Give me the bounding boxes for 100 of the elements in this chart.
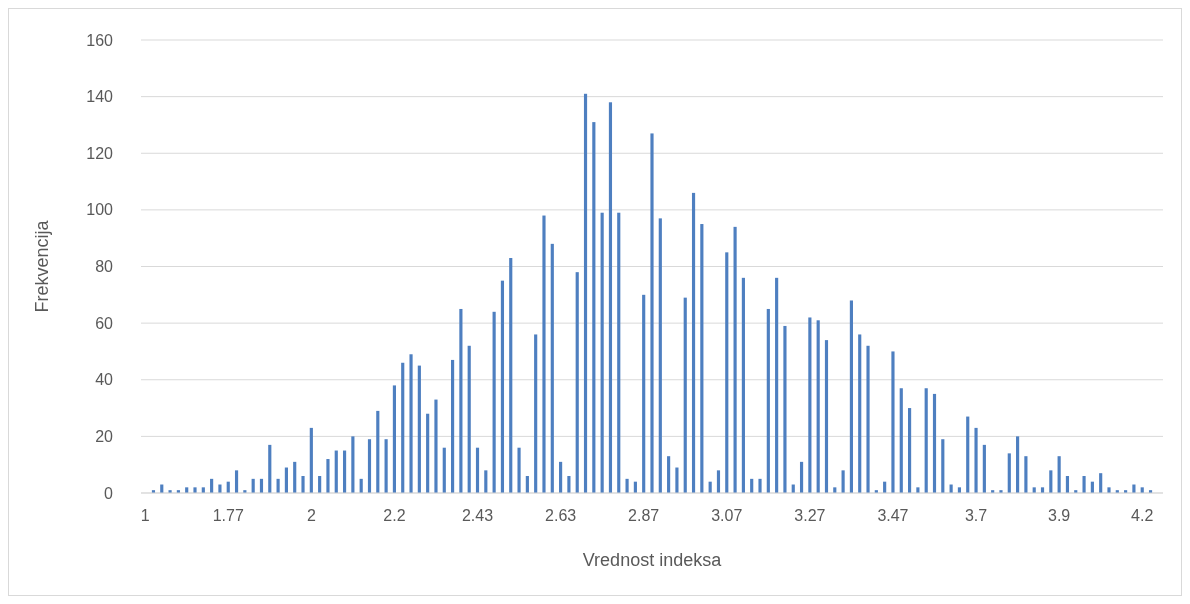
x-tick-label: 3.9 bbox=[1048, 507, 1071, 524]
bar bbox=[824, 340, 829, 493]
bar bbox=[733, 226, 737, 493]
bar bbox=[799, 461, 804, 493]
bar bbox=[617, 212, 621, 493]
bar bbox=[625, 478, 629, 493]
bar bbox=[891, 351, 895, 493]
bar bbox=[559, 461, 563, 493]
bar bbox=[1082, 476, 1086, 493]
bar bbox=[426, 413, 430, 493]
bar bbox=[758, 478, 762, 493]
bar bbox=[941, 439, 945, 493]
bar bbox=[608, 102, 613, 493]
bar bbox=[334, 450, 338, 493]
bar bbox=[766, 308, 770, 493]
bar bbox=[475, 447, 480, 493]
bar bbox=[509, 258, 513, 493]
bar bbox=[409, 354, 413, 493]
x-tick-label: 1 bbox=[140, 507, 150, 524]
y-tick-label: 0 bbox=[104, 484, 114, 502]
bar bbox=[700, 224, 704, 493]
bar bbox=[218, 484, 222, 493]
bar bbox=[808, 317, 812, 493]
bar bbox=[600, 212, 604, 493]
bar bbox=[193, 487, 197, 493]
bar bbox=[1049, 470, 1053, 493]
y-tick-label: 40 bbox=[95, 371, 114, 389]
bar bbox=[899, 388, 903, 493]
x-tick-label: 3.27 bbox=[794, 507, 826, 524]
y-tick-label: 140 bbox=[86, 88, 114, 106]
bar bbox=[966, 416, 970, 493]
bar bbox=[384, 439, 388, 493]
bar bbox=[816, 320, 820, 493]
bar bbox=[592, 122, 596, 493]
x-tick-label: 2.87 bbox=[628, 507, 660, 524]
bar bbox=[858, 334, 862, 493]
bar bbox=[974, 427, 978, 493]
bar bbox=[725, 252, 729, 493]
y-tick-label: 80 bbox=[95, 258, 114, 276]
bar bbox=[417, 365, 421, 493]
x-axis-title: Vrednost indeksa bbox=[582, 550, 723, 570]
x-tick-label: 2 bbox=[306, 507, 316, 524]
y-tick-label: 60 bbox=[95, 314, 114, 332]
x-tick-label: 3.47 bbox=[877, 507, 909, 524]
x-tick-label: 2.43 bbox=[461, 507, 494, 524]
x-tick-label: 2.2 bbox=[383, 507, 406, 524]
bar bbox=[982, 444, 986, 493]
bar bbox=[451, 359, 455, 493]
bar bbox=[849, 300, 853, 493]
x-tick-label: 1.77 bbox=[212, 507, 244, 524]
bar bbox=[1007, 453, 1011, 493]
x-tick-label: 3.07 bbox=[711, 507, 743, 524]
bar bbox=[691, 192, 696, 493]
bar bbox=[542, 215, 546, 493]
bar bbox=[442, 447, 446, 493]
bar bbox=[284, 467, 288, 493]
x-tick-label: 2.63 bbox=[545, 507, 577, 524]
bar bbox=[1016, 436, 1020, 493]
bar bbox=[583, 93, 588, 493]
bar bbox=[775, 277, 779, 493]
x-tick-label: 3.7 bbox=[964, 507, 988, 524]
y-tick-label: 120 bbox=[86, 144, 114, 162]
y-tick-label: 20 bbox=[95, 427, 114, 445]
bar bbox=[534, 334, 538, 493]
bar bbox=[268, 444, 272, 493]
bar bbox=[351, 436, 355, 493]
bar bbox=[342, 450, 347, 493]
bar bbox=[924, 388, 928, 493]
bar bbox=[309, 427, 313, 493]
bar bbox=[376, 410, 380, 493]
bar bbox=[459, 308, 463, 493]
bar bbox=[642, 294, 646, 493]
bar bbox=[401, 362, 405, 493]
bar bbox=[741, 277, 745, 493]
bar bbox=[550, 243, 554, 493]
bar bbox=[1107, 487, 1111, 493]
bar bbox=[683, 297, 687, 493]
bar bbox=[293, 461, 297, 493]
bar bbox=[434, 399, 438, 493]
bar bbox=[932, 393, 937, 493]
bar bbox=[326, 459, 330, 493]
y-tick-label: 100 bbox=[86, 201, 114, 219]
bar bbox=[492, 311, 496, 493]
bar bbox=[301, 476, 305, 493]
bar bbox=[467, 345, 471, 493]
bar bbox=[783, 325, 787, 493]
bar bbox=[675, 467, 679, 493]
bar bbox=[841, 470, 845, 493]
y-tick-label: 160 bbox=[86, 31, 114, 49]
bar bbox=[908, 408, 912, 493]
bar bbox=[367, 439, 372, 493]
y-axis-title: Frekvencija bbox=[32, 219, 52, 313]
bar bbox=[575, 272, 579, 493]
bar bbox=[650, 133, 654, 493]
bar bbox=[658, 218, 662, 493]
bar bbox=[500, 280, 505, 493]
bar bbox=[517, 447, 521, 493]
bar bbox=[716, 470, 721, 493]
x-tick-label: 4.2 bbox=[1131, 507, 1154, 524]
bar bbox=[667, 456, 671, 493]
